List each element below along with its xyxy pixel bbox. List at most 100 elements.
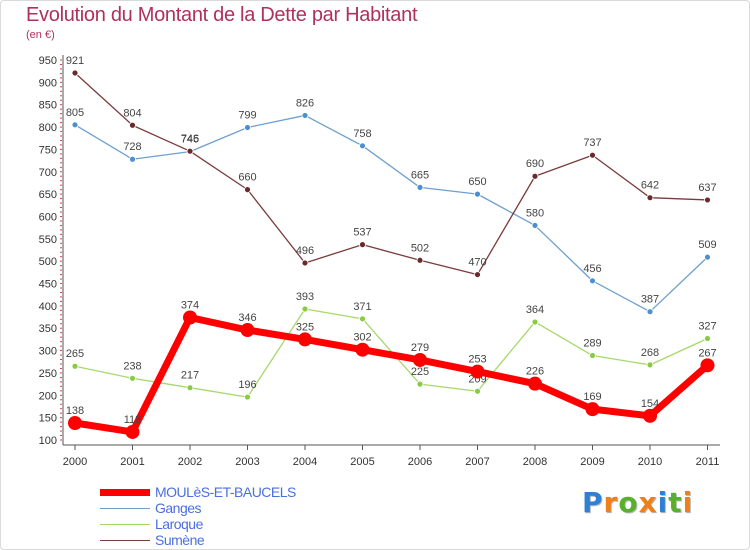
legend-label: Laroque bbox=[155, 516, 203, 532]
x-tick-label: 2010 bbox=[638, 456, 662, 468]
data-label-ganges: 826 bbox=[296, 97, 314, 109]
y-tick-label: 300 bbox=[39, 346, 57, 358]
data-point-sum-ne bbox=[416, 256, 424, 264]
logo-letter: i bbox=[682, 486, 694, 519]
data-label-ganges: 387 bbox=[641, 294, 659, 306]
logo-letter: o bbox=[618, 486, 639, 519]
data-label-sum-ne: 496 bbox=[296, 245, 314, 257]
data-label-ganges: 805 bbox=[66, 107, 84, 119]
data-label-sum-ne: 470 bbox=[468, 257, 486, 269]
data-point-sum-ne bbox=[71, 69, 79, 77]
data-label-moul-s-et-baucels: 279 bbox=[411, 342, 429, 354]
data-label-sum-ne: 804 bbox=[123, 107, 141, 119]
x-tick-label: 2000 bbox=[63, 456, 87, 468]
data-label-ganges: 665 bbox=[411, 169, 429, 181]
logo-letter: r bbox=[603, 486, 619, 519]
y-tick-label: 700 bbox=[39, 167, 57, 179]
x-tick-label: 2006 bbox=[408, 456, 432, 468]
series-line-ganges bbox=[74, 114, 708, 313]
data-point-laroque bbox=[244, 393, 251, 401]
data-label-moul-s-et-baucels: 325 bbox=[296, 321, 314, 333]
data-label-ganges: 650 bbox=[468, 176, 486, 188]
data-label-ganges: 799 bbox=[238, 110, 256, 122]
logo-letter: t bbox=[668, 486, 683, 519]
legend-swatch bbox=[100, 540, 150, 541]
data-label-ganges: 456 bbox=[583, 263, 601, 275]
data-label-moul-s-et-baucels: 138 bbox=[66, 405, 84, 417]
data-label-moul-s-et-baucels: 169 bbox=[583, 391, 601, 403]
data-label-laroque: 217 bbox=[181, 370, 199, 382]
data-point-ganges bbox=[129, 155, 136, 163]
y-tick-label: 650 bbox=[39, 189, 57, 201]
legend-label: Ganges bbox=[155, 500, 202, 516]
data-point-laroque bbox=[301, 305, 309, 313]
data-label-moul-s-et-baucels: 346 bbox=[238, 312, 256, 324]
proxiti-logo: Proxiti bbox=[582, 486, 693, 519]
data-label-ganges: 580 bbox=[526, 207, 544, 219]
data-label-laroque: 238 bbox=[123, 360, 141, 372]
data-point-moul-s-et-baucels bbox=[355, 342, 370, 357]
x-tick-label: 2001 bbox=[120, 456, 144, 468]
y-tick-label: 900 bbox=[39, 77, 57, 89]
data-point-sum-ne bbox=[589, 151, 596, 159]
logo-letter: P bbox=[582, 486, 604, 519]
data-label-sum-ne: 642 bbox=[641, 180, 659, 192]
logo-letter: x bbox=[638, 486, 658, 519]
data-point-moul-s-et-baucels bbox=[183, 310, 197, 325]
data-point-moul-s-et-baucels bbox=[643, 408, 657, 423]
data-point-ganges bbox=[474, 190, 481, 198]
series-line-sum-ne bbox=[74, 72, 708, 276]
logo-letter: i bbox=[657, 486, 669, 519]
x-tick-label: 2008 bbox=[523, 456, 547, 468]
y-tick-label: 500 bbox=[39, 256, 57, 268]
data-label-laroque: 196 bbox=[238, 379, 256, 391]
y-tick-label: 600 bbox=[39, 211, 57, 223]
data-point-laroque bbox=[416, 380, 424, 388]
y-tick-label: 950 bbox=[39, 55, 57, 67]
data-point-laroque bbox=[704, 335, 711, 342]
chart-title: Evolution du Montant de la Dette par Hab… bbox=[26, 4, 418, 26]
data-point-moul-s-et-baucels bbox=[240, 323, 255, 338]
chart-subtitle: (en €) bbox=[26, 29, 55, 41]
data-point-sum-ne bbox=[474, 271, 481, 278]
data-label-laroque: 364 bbox=[526, 304, 544, 316]
data-point-laroque bbox=[71, 362, 79, 370]
data-point-sum-ne bbox=[244, 186, 251, 194]
y-tick-label: 250 bbox=[39, 368, 57, 380]
data-point-ganges bbox=[416, 184, 424, 191]
data-label-moul-s-et-baucels: 302 bbox=[353, 332, 371, 344]
data-label-moul-s-et-baucels: 253 bbox=[468, 354, 486, 366]
data-point-sum-ne bbox=[186, 147, 194, 155]
data-point-moul-s-et-baucels bbox=[68, 416, 82, 431]
y-tick-label: 100 bbox=[39, 435, 57, 447]
data-point-ganges bbox=[301, 112, 309, 119]
data-label-moul-s-et-baucels: 374 bbox=[181, 300, 199, 312]
y-tick-label: 750 bbox=[39, 144, 57, 156]
data-point-ganges bbox=[646, 308, 654, 316]
data-point-sum-ne bbox=[359, 241, 366, 249]
data-point-sum-ne bbox=[704, 196, 711, 204]
data-point-ganges bbox=[704, 253, 711, 261]
data-label-sum-ne: 737 bbox=[583, 137, 601, 149]
data-point-moul-s-et-baucels bbox=[528, 376, 542, 391]
data-label-laroque: 289 bbox=[583, 338, 601, 350]
data-point-ganges bbox=[589, 277, 596, 285]
data-point-moul-s-et-baucels bbox=[413, 352, 427, 367]
data-label-moul-s-et-baucels: 267 bbox=[698, 347, 716, 359]
y-tick-label: 200 bbox=[39, 390, 57, 402]
data-label-laroque: 265 bbox=[66, 348, 84, 360]
data-point-laroque bbox=[359, 315, 366, 323]
y-tick-label: 350 bbox=[39, 323, 57, 335]
data-label-laroque: 225 bbox=[411, 366, 429, 378]
data-point-moul-s-et-baucels bbox=[585, 402, 600, 417]
data-label-ganges: 758 bbox=[353, 128, 371, 140]
data-label-laroque: 393 bbox=[296, 291, 314, 303]
data-label-sum-ne: 690 bbox=[526, 158, 544, 170]
data-point-laroque bbox=[646, 361, 654, 369]
data-label-laroque: 268 bbox=[641, 347, 659, 359]
data-label-sum-ne: 746 bbox=[181, 133, 199, 145]
legend-swatch bbox=[100, 489, 150, 496]
data-point-sum-ne bbox=[531, 172, 539, 180]
data-point-moul-s-et-baucels bbox=[470, 364, 485, 379]
